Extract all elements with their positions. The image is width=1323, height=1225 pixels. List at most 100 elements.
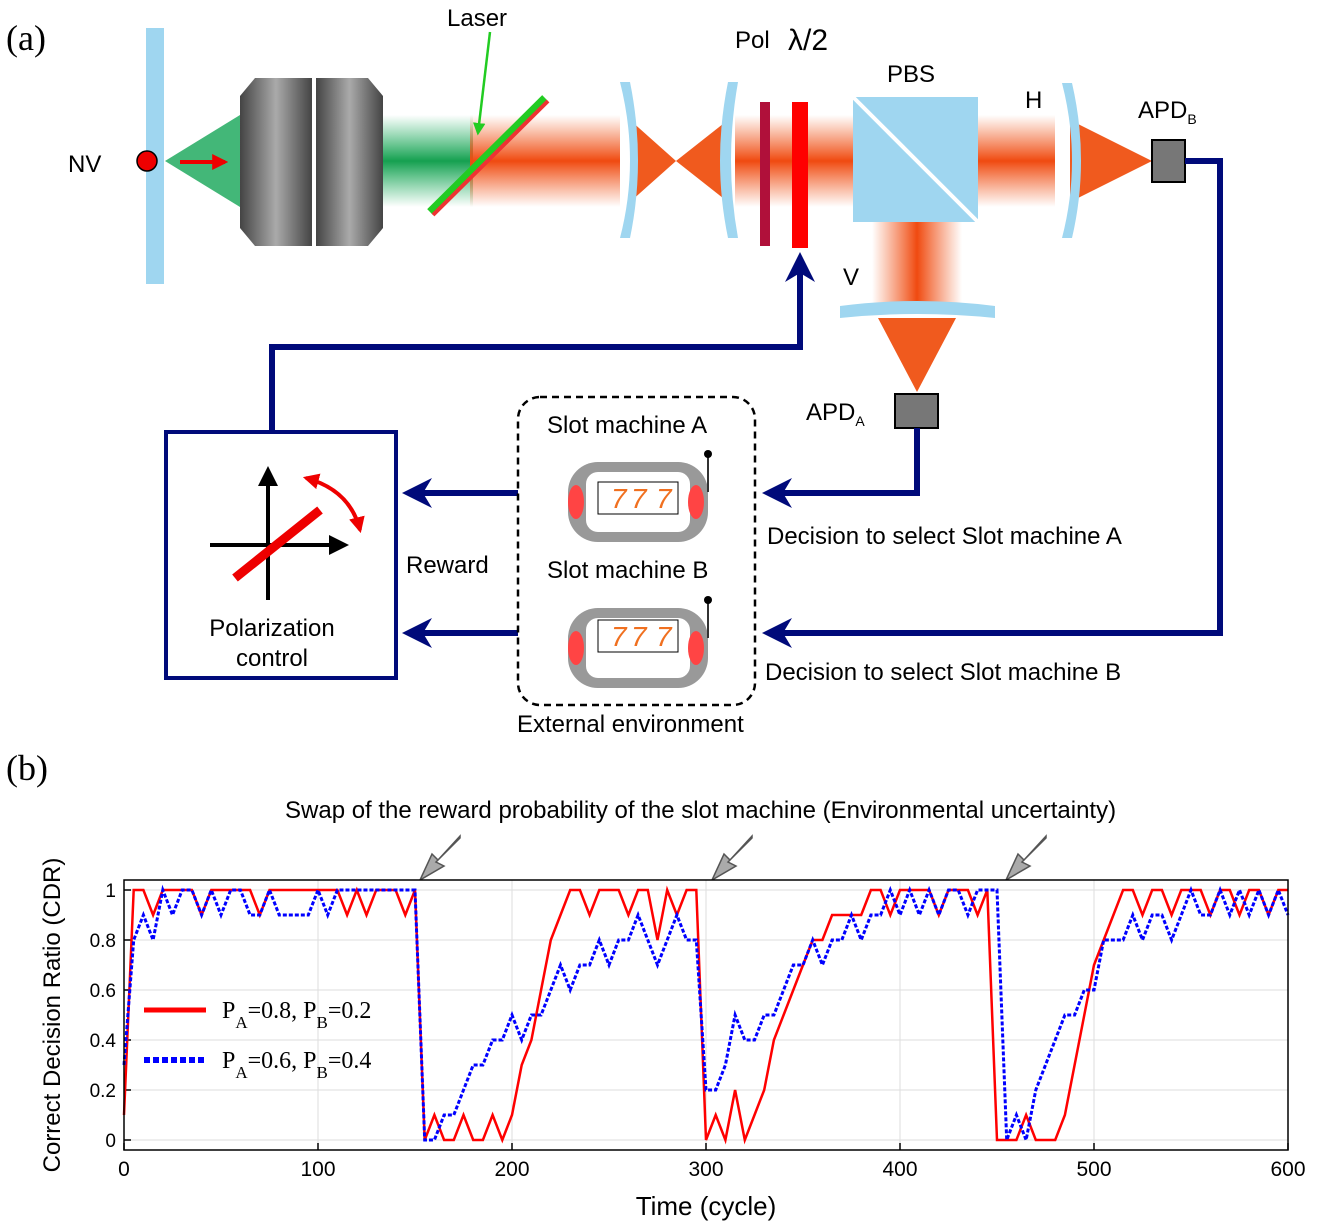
x-axis-label: Time (cycle) <box>636 1191 777 1221</box>
lens <box>1062 83 1081 238</box>
legend-label: PA=0.8, PB=0.2 <box>222 998 371 1032</box>
reel: 7 <box>656 483 673 514</box>
polarization-label: control <box>236 645 308 672</box>
reels <box>597 481 679 515</box>
x-tick-label: 0 <box>118 1158 130 1181</box>
plot-frame <box>123 879 1289 1151</box>
signal-line <box>762 428 920 508</box>
pbs-diagonal <box>851 95 980 224</box>
slot-machine: 7 7 7 <box>568 450 712 542</box>
red-cone <box>676 120 728 202</box>
y-axis-label: Correct Decision Ratio (CDR) <box>39 858 66 1173</box>
lens <box>620 82 638 238</box>
reward-label: Reward <box>406 552 489 579</box>
h-label: H <box>1025 87 1042 114</box>
legend-text-part: A <box>235 1013 248 1032</box>
green-beam <box>383 115 473 207</box>
laser-label: Laser <box>447 5 507 32</box>
slot-light <box>688 485 704 519</box>
x-tick-label: 500 <box>1076 1158 1111 1181</box>
slot-lever <box>704 450 712 458</box>
slot-b-label: Slot machine B <box>547 557 708 584</box>
y-tick-label: 0 <box>105 1131 116 1152</box>
slot-a-label: Slot machine A <box>547 412 707 439</box>
reel: 7 <box>631 483 648 514</box>
dichroic-mirror <box>427 95 548 215</box>
slot-light <box>568 485 584 519</box>
decision-b-label: Decision to select Slot machine B <box>765 659 1121 686</box>
apd-b-label: APDB <box>1138 97 1197 127</box>
objective <box>240 78 312 246</box>
legend-text-part: =0.6, P <box>248 1048 317 1074</box>
x-tick-label: 200 <box>494 1158 529 1181</box>
reel: 7 <box>611 483 628 514</box>
y-tick-label: 0.2 <box>90 1081 116 1102</box>
legend-text-part: B <box>317 1013 328 1032</box>
x-tick-label: 100 <box>300 1158 335 1181</box>
objective <box>316 78 383 246</box>
lens <box>840 301 995 318</box>
laser-arrow <box>472 31 492 136</box>
dichroic-mirror <box>431 99 550 217</box>
legend-text-part: =0.4 <box>328 1048 372 1074</box>
slot-machine: 7 7 7 <box>568 596 712 688</box>
nv-center <box>136 150 158 172</box>
control-line <box>269 252 815 432</box>
panel-label: (b) <box>6 748 48 788</box>
x-tick-label: 600 <box>1270 1158 1305 1181</box>
polarization-label: Polarization <box>209 615 334 642</box>
slot-light <box>688 631 704 665</box>
y-tick-label: 0.8 <box>90 931 116 952</box>
legend-text-part: =0.2 <box>328 998 372 1024</box>
y-tick-label: 0.6 <box>90 981 116 1002</box>
decision-a-label: Decision to select Slot machine A <box>767 523 1122 550</box>
panel-label: (a) <box>6 18 46 58</box>
red-cone <box>1070 120 1152 202</box>
slot-lever <box>704 596 712 604</box>
annotation-arrow <box>710 834 753 882</box>
legend-text-part: B <box>317 1063 328 1082</box>
slot-light <box>568 631 584 665</box>
x-tick-label: 300 <box>688 1158 723 1181</box>
apd-b <box>1151 139 1186 183</box>
red-beam <box>872 222 962 310</box>
polarization-control-box <box>164 430 398 680</box>
apd-a-label: APDA <box>806 399 865 429</box>
reels <box>597 619 679 653</box>
v-label: V <box>843 264 859 291</box>
legend-text-part: =0.8, P <box>248 998 317 1024</box>
annotation-arrow <box>1004 834 1047 882</box>
annotation: Swap of the reward probability of the sl… <box>285 797 1116 824</box>
apd-sub: A <box>855 413 865 429</box>
reel: 7 <box>656 621 673 652</box>
apd-a <box>894 393 939 429</box>
reel: 7 <box>611 621 628 652</box>
pbs-label: PBS <box>887 61 935 88</box>
data-line <box>122 885 1288 1145</box>
x-tick-label: 400 <box>882 1158 917 1181</box>
data-line <box>122 884 1290 1146</box>
y-tick-label: 1 <box>105 881 116 902</box>
half-wave-plate <box>792 102 808 248</box>
legend-text-part: P <box>222 998 235 1024</box>
environment-label: External environment <box>517 711 744 738</box>
apd-main: APD <box>806 399 855 426</box>
legend-text-part: P <box>222 1048 235 1074</box>
panel-a: (a) 7 7 7 <box>6 5 1223 738</box>
red-cone <box>878 318 956 392</box>
annotation-arrow <box>418 834 461 882</box>
environment-box <box>516 395 757 707</box>
y-tick-label: 0.4 <box>90 1031 117 1052</box>
red-beam <box>470 115 620 207</box>
lens <box>720 82 738 238</box>
apd-sub: B <box>1187 111 1196 127</box>
chart: 0 100 200 300 400 500 600 0 0.2 0.4 0.6 0.8 1 Time (c… <box>39 858 1306 1221</box>
apd-main: APD <box>1138 97 1187 124</box>
rotation-icon <box>302 473 365 534</box>
half-wave-label: λ/2 <box>788 24 828 57</box>
reel: 7 <box>631 621 648 652</box>
legend-label: PA=0.6, PB=0.4 <box>222 1048 371 1082</box>
signal-line <box>762 158 1223 648</box>
